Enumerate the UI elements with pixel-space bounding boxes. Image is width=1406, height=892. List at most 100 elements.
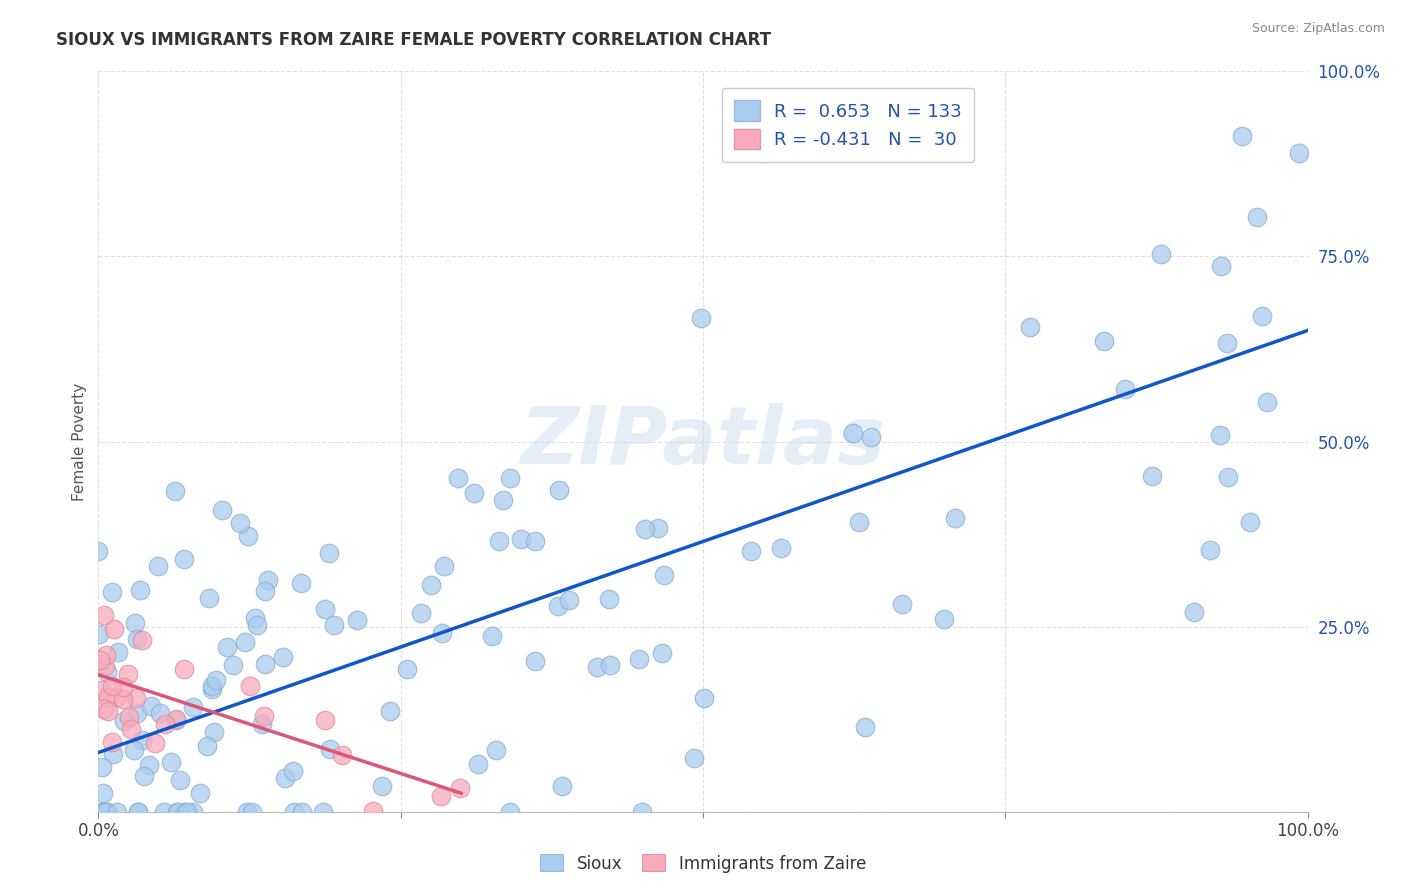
Point <box>127 706 149 720</box>
Point <box>1246 211 1268 225</box>
Point <box>93 805 115 819</box>
Point <box>683 751 706 765</box>
Point <box>467 757 489 772</box>
Point <box>105 805 128 819</box>
Point <box>498 805 520 819</box>
Point <box>1182 605 1205 619</box>
Point <box>132 769 155 783</box>
Point <box>202 725 225 739</box>
Point <box>94 648 117 663</box>
Point <box>174 805 197 819</box>
Point <box>152 805 174 819</box>
Point <box>330 748 353 763</box>
Point <box>96 665 118 680</box>
Point <box>1250 310 1272 324</box>
Point <box>138 757 160 772</box>
Point <box>690 310 713 325</box>
Point <box>89 653 111 667</box>
Point <box>848 516 870 530</box>
Point <box>165 713 187 727</box>
Point <box>449 780 471 795</box>
Point <box>274 772 297 786</box>
Point <box>524 655 547 669</box>
Point <box>447 471 470 485</box>
Point <box>1216 335 1239 350</box>
Point <box>283 805 305 819</box>
Point <box>222 657 245 672</box>
Point <box>547 483 569 497</box>
Point <box>411 607 433 621</box>
Point <box>111 692 134 706</box>
Point <box>87 543 110 558</box>
Point <box>932 612 955 626</box>
Point <box>290 576 312 591</box>
Point <box>491 492 513 507</box>
Point <box>250 716 273 731</box>
Point <box>1018 320 1040 334</box>
Point <box>100 734 122 748</box>
Point <box>131 632 153 647</box>
Point <box>853 721 876 735</box>
Point <box>420 578 443 592</box>
Point <box>103 623 125 637</box>
Point <box>291 805 314 819</box>
Point <box>430 626 453 640</box>
Point <box>120 722 142 736</box>
Point <box>183 805 205 819</box>
Point <box>242 805 264 819</box>
Point <box>943 511 966 525</box>
Point <box>1230 129 1253 144</box>
Point <box>890 597 912 611</box>
Point <box>90 682 112 697</box>
Point <box>93 608 115 623</box>
Point <box>125 632 148 647</box>
Point <box>558 593 581 607</box>
Point <box>283 764 305 778</box>
Point <box>1256 394 1278 409</box>
Point <box>598 592 620 607</box>
Point <box>254 584 277 599</box>
Point <box>143 736 166 750</box>
Point <box>229 516 252 531</box>
Point <box>159 755 181 769</box>
Point <box>257 573 280 587</box>
Point <box>112 680 135 694</box>
Point <box>163 484 186 499</box>
Point <box>124 691 146 706</box>
Point <box>149 706 172 721</box>
Point <box>117 709 139 723</box>
Point <box>1114 382 1136 396</box>
Point <box>211 503 233 517</box>
Point <box>217 640 239 655</box>
Point <box>104 690 127 704</box>
Point <box>201 679 224 693</box>
Point <box>236 529 259 543</box>
Point <box>94 805 117 819</box>
Point <box>122 743 145 757</box>
Point <box>1288 145 1310 160</box>
Point <box>481 629 503 643</box>
Point <box>127 805 149 819</box>
Point <box>90 760 112 774</box>
Point <box>112 714 135 729</box>
Point <box>842 425 865 440</box>
Point <box>94 658 117 673</box>
Point <box>96 805 118 819</box>
Point <box>89 627 111 641</box>
Point <box>165 712 187 726</box>
Point <box>1211 259 1233 273</box>
Point <box>380 704 402 718</box>
Point <box>524 534 547 549</box>
Point <box>1209 428 1232 442</box>
Legend: R =  0.653   N = 133, R = -0.431   N =  30: R = 0.653 N = 133, R = -0.431 N = 30 <box>721 87 974 162</box>
Point <box>510 533 533 547</box>
Point <box>97 704 120 718</box>
Point <box>740 543 762 558</box>
Point <box>238 679 260 693</box>
Text: ZIPatlas: ZIPatlas <box>520 402 886 481</box>
Point <box>599 657 621 672</box>
Point <box>485 743 508 757</box>
Point <box>631 805 654 819</box>
Point <box>128 582 150 597</box>
Point <box>183 700 205 714</box>
